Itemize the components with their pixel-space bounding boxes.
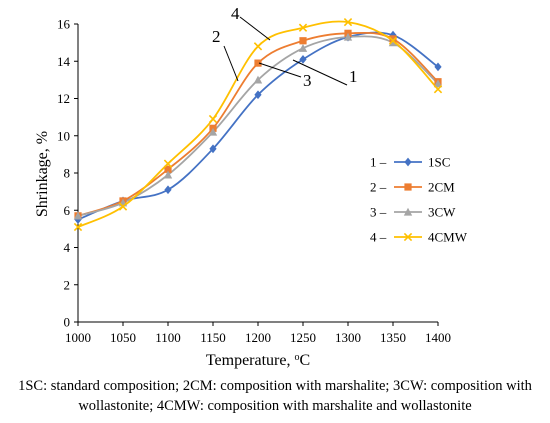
legend: 1 – 1SC 2 – 2CM 3 – 3CW 4 – 4CMW bbox=[370, 155, 468, 245]
data-point-3CW bbox=[433, 79, 443, 88]
data-point-1SC bbox=[74, 215, 82, 224]
y-tick-label: 6 bbox=[64, 203, 71, 218]
data-point-4CMW bbox=[343, 17, 353, 27]
annotations: 1 2 3 4 bbox=[212, 4, 358, 90]
data-point-2CM bbox=[254, 59, 262, 67]
x-axis-label: Temperature, oC bbox=[206, 352, 310, 370]
x-tick-label: 1050 bbox=[110, 330, 136, 345]
legend-prefix-1SC: 1 – bbox=[370, 155, 387, 170]
legend-prefix-2CM: 2 – bbox=[370, 180, 387, 195]
legend-label-3CW: 3CW bbox=[428, 205, 456, 220]
legend-label-1SC: 1SC bbox=[428, 155, 450, 170]
y-tick-label: 14 bbox=[57, 54, 71, 69]
annotation-label-1: 1 bbox=[349, 67, 358, 86]
annotation-leader-3 bbox=[258, 62, 302, 78]
legend-marker-1SC bbox=[404, 157, 412, 167]
x-tick-label: 1300 bbox=[335, 330, 361, 345]
data-point-3CW bbox=[163, 170, 173, 179]
series-group bbox=[73, 17, 443, 232]
y-axis-label: Shrinkage, % bbox=[34, 131, 51, 217]
data-point-3CW bbox=[388, 38, 398, 47]
x-tick-label: 1250 bbox=[290, 330, 316, 345]
data-point-3CW bbox=[73, 211, 83, 220]
y-tick-label: 16 bbox=[57, 17, 71, 32]
data-point-4CMW bbox=[388, 36, 398, 45]
y-tick-label: 10 bbox=[57, 128, 70, 143]
x-tick-label: 1350 bbox=[380, 330, 406, 345]
y-tick-label: 8 bbox=[64, 166, 71, 181]
data-point-3CW bbox=[208, 127, 218, 136]
y-tick-label: 0 bbox=[64, 315, 71, 330]
x-tick-label: 1150 bbox=[200, 330, 226, 345]
data-point-4CMW bbox=[253, 42, 263, 51]
legend-marker-4CMW bbox=[403, 232, 413, 242]
annotation-label-4: 4 bbox=[231, 4, 240, 23]
annotation-leader-2 bbox=[223, 45, 239, 82]
legend-prefix-3CW: 3 – bbox=[370, 205, 387, 220]
data-point-1SC bbox=[434, 62, 442, 72]
legend-marker-3CW bbox=[403, 207, 413, 216]
data-point-3CW bbox=[343, 32, 353, 41]
annotation-leader-1 bbox=[292, 59, 348, 86]
data-point-4CMW bbox=[208, 114, 218, 124]
annotation-label-2: 2 bbox=[212, 27, 221, 46]
legend-label-4CMW: 4CMW bbox=[428, 230, 468, 245]
data-point-3CW bbox=[298, 44, 308, 52]
data-point-4CMW bbox=[433, 85, 443, 94]
x-tick-label: 1000 bbox=[65, 330, 91, 345]
data-point-4CMW bbox=[163, 159, 173, 168]
data-point-1SC bbox=[254, 90, 262, 100]
annotation-label-3: 3 bbox=[303, 71, 312, 90]
data-point-2CM bbox=[164, 165, 172, 173]
y-tick-label: 12 bbox=[57, 91, 70, 106]
x-tick-label: 1400 bbox=[425, 330, 451, 345]
data-point-4CMW bbox=[298, 23, 308, 32]
data-point-2CM bbox=[299, 37, 307, 45]
x-axis-label-text: Temperature, bbox=[206, 352, 295, 369]
legend-prefix-4CMW: 4 – bbox=[370, 230, 387, 245]
y-tick-label: 4 bbox=[64, 240, 71, 255]
data-point-1SC bbox=[164, 185, 172, 195]
data-point-3CW bbox=[253, 75, 263, 84]
figure-caption: 1SC: standard composition; 2CM: composit… bbox=[18, 378, 532, 414]
x-axis-label-unit-sup: o bbox=[294, 352, 299, 363]
legend-label-2CM: 2CM bbox=[428, 180, 455, 195]
data-point-4CMW bbox=[118, 202, 128, 211]
x-tick-label: 1100 bbox=[155, 330, 181, 345]
legend-marker-2CM bbox=[404, 183, 412, 191]
x-tick-label: 1200 bbox=[245, 330, 271, 345]
y-tick-label: 2 bbox=[64, 277, 71, 292]
data-point-1SC bbox=[299, 54, 307, 64]
data-point-1SC bbox=[209, 144, 217, 154]
annotation-leader-4 bbox=[239, 16, 271, 41]
x-axis-label-unit: C bbox=[299, 352, 310, 369]
data-point-4CMW bbox=[73, 222, 83, 232]
